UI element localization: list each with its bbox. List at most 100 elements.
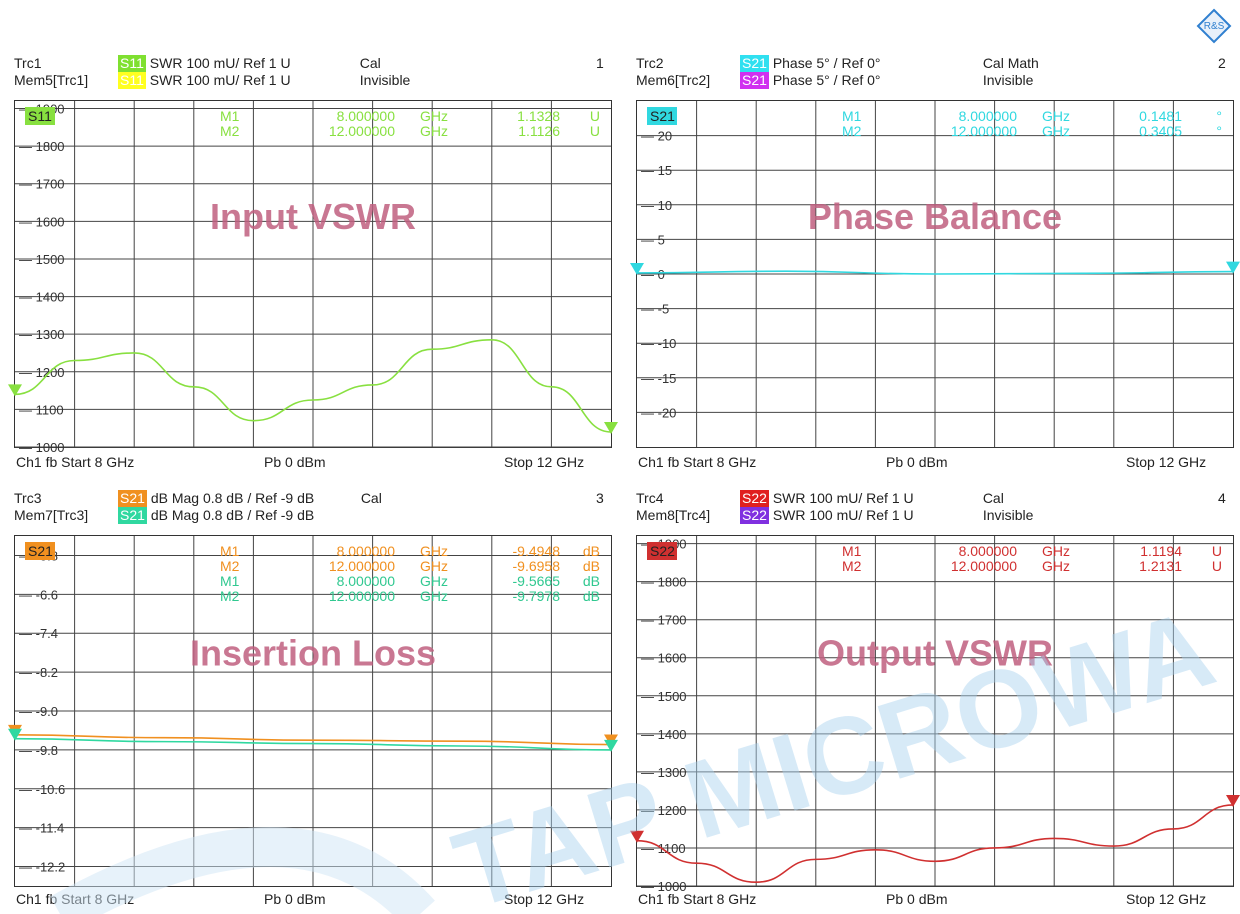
marker-readout: 12.000000 (329, 588, 395, 604)
trace-tag[interactable]: S21 (740, 55, 769, 72)
window-number: 3 (596, 490, 604, 506)
trace-status: Cal (360, 490, 382, 506)
marker-readout: -9.7978 (513, 588, 561, 604)
memory-status: Invisible (359, 72, 411, 88)
marker-readout: GHz (420, 108, 448, 124)
trace-tag[interactable]: S21 (118, 490, 147, 507)
memory-tag[interactable]: S21 (740, 72, 769, 89)
marker-readout: M2 (220, 558, 240, 574)
memory-format: SWR 100 mU/ Ref 1 U (772, 507, 914, 523)
y-tick-label: — 1000 (19, 440, 65, 455)
y-tick-label: — -6.6 (19, 587, 58, 602)
plot-area-1[interactable]: — 1900— 1800— 1700— 1600— 1500— 1400— 13… (8, 100, 618, 455)
memory-tag[interactable]: S22 (740, 507, 769, 524)
trace-name[interactable]: Trc2 (636, 55, 664, 71)
marker-m2-triangle (1226, 261, 1240, 274)
trace-line-1 (14, 339, 612, 433)
y-tick-label: — 1500 (19, 252, 65, 267)
trace-line-1 (636, 804, 1234, 883)
memory-format: Phase 5° / Ref 0° (772, 72, 881, 88)
memory-name[interactable]: Mem8[Trc4] (636, 507, 711, 523)
trace-tag[interactable]: S11 (118, 55, 146, 72)
trace-label: S11 (28, 108, 52, 124)
marker-readout: GHz (420, 123, 448, 139)
y-tick-label: — 1600 (641, 651, 687, 666)
memory-format: SWR 100 mU/ Ref 1 U (149, 72, 291, 88)
marker-readout: GHz (1042, 123, 1070, 139)
marker-readout: U (1212, 558, 1222, 574)
trace-label-box (647, 542, 677, 560)
marker-readout: ° (1216, 123, 1222, 139)
y-tick-label: — -15 (641, 371, 676, 386)
rohde-schwarz-logo-icon: R&S (1196, 8, 1232, 44)
y-tick-label: — 1400 (641, 727, 687, 742)
y-tick-label: — 1800 (19, 139, 65, 154)
marker-m1-triangle (8, 728, 22, 741)
marker-m2-triangle (1226, 794, 1240, 807)
marker-readout: 12.000000 (329, 123, 395, 139)
trace-name[interactable]: Trc4 (636, 490, 664, 506)
marker-readout: 8.000000 (959, 108, 1018, 124)
y-tick-label: — 15 (641, 163, 672, 178)
plot-area-2[interactable]: — 20 — 15 — 10 — 5 — 0 — -5 — -10 — -15 — -20 Pha… (630, 100, 1240, 448)
y-tick-label: — -7.4 (19, 626, 58, 641)
start-freq: Ch1 fb Start 8 GHz (638, 454, 757, 470)
trace-line-1 (14, 734, 612, 746)
plot-area-3[interactable]: — -5.8— -6.6— -7.4— -8.2— -9.0— -9.8— -1… (8, 535, 618, 887)
svg-text:R&S: R&S (1204, 21, 1225, 32)
stop-freq: Stop 12 GHz (1126, 454, 1207, 470)
marker-readout: -9.6958 (513, 558, 561, 574)
stop-freq: Stop 12 GHz (1126, 891, 1207, 907)
memory-tag[interactable]: S21 (118, 507, 147, 524)
y-tick-label: — 1600 (19, 214, 65, 229)
y-tick-label: — 10 (641, 198, 672, 213)
window-number: 1 (596, 55, 604, 71)
y-tick-label: — 1300 (19, 327, 65, 342)
marker-readout: 12.000000 (329, 558, 395, 574)
marker-readout: M2 (842, 123, 862, 139)
marker-readout: 12.000000 (951, 123, 1017, 139)
y-tick-label: — 1000 (641, 879, 687, 894)
memory-status: Invisible (982, 72, 1034, 88)
plot-area-4[interactable]: — 1900— 1800— 1700— 1600— 1500— 1400— 13… (630, 535, 1240, 894)
window-number: 2 (1218, 55, 1226, 71)
marker-readout: 8.000000 (337, 108, 396, 124)
y-tick-label: — 1700 (19, 177, 65, 192)
trace-name[interactable]: Trc3 (14, 490, 42, 506)
chart-title: Phase Balance (808, 196, 1062, 237)
trace-format: Phase 5° / Ref 0° (772, 55, 881, 71)
stop-freq: Stop 12 GHz (504, 891, 585, 907)
y-tick-label: — -11.4 (19, 821, 64, 836)
chart-title: Insertion Loss (190, 633, 436, 674)
y-tick-label: — 1200 (641, 803, 687, 818)
marker-readout: GHz (1042, 108, 1070, 124)
marker-m2-triangle (604, 421, 618, 434)
marker-readout: M2 (220, 123, 240, 139)
marker-readout: dB (583, 588, 600, 604)
marker-readout: 1.1194 (1140, 543, 1182, 559)
memory-name[interactable]: Mem5[Trc1] (14, 72, 89, 88)
y-tick-label: — 1400 (19, 290, 65, 305)
chart-title: Input VSWR (210, 196, 416, 237)
trace-name[interactable]: Trc1 (14, 55, 42, 71)
marker-readout: -9.5665 (513, 573, 561, 589)
power-level: Pb 0 dBm (886, 891, 948, 907)
memory-status: Invisible (982, 507, 1034, 523)
trace-line-1 (636, 270, 1234, 275)
trace-tag[interactable]: S22 (740, 490, 769, 507)
y-tick-label: — 1300 (641, 765, 687, 780)
memory-format: dB Mag 0.8 dB / Ref -9 dB (150, 507, 315, 523)
trace-label: S21 (650, 108, 675, 124)
y-tick-label: — 5 (641, 232, 665, 247)
marker-m1-triangle (630, 830, 644, 843)
y-tick-label: — -10.6 (19, 782, 65, 797)
memory-tag[interactable]: S11 (118, 72, 146, 89)
memory-name[interactable]: Mem6[Trc2] (636, 72, 711, 88)
marker-readout: M1 (842, 543, 862, 559)
y-tick-label: — -10 (641, 336, 676, 351)
trace-label-box (25, 107, 55, 125)
trace-header: Trc1 S11 SWR 100 mU/ Ref 1 U Cal Mem5[Trc1… (14, 55, 410, 89)
trace-status: Cal Math (982, 55, 1039, 71)
memory-name[interactable]: Mem7[Trc3] (14, 507, 89, 523)
start-freq: Ch1 fb Start 8 GHz (16, 891, 135, 907)
